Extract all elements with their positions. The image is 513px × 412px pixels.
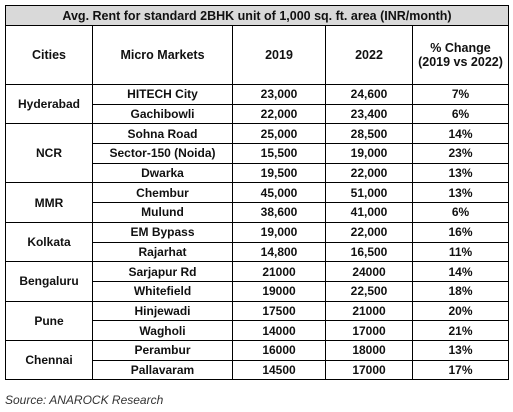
value-cell: 14% <box>411 261 510 282</box>
column-header: 2022 <box>325 25 413 85</box>
value-cell: 19000 <box>232 280 326 302</box>
market-cell: Gachibowli <box>92 103 233 125</box>
table-title: Avg. Rent for standard 2BHK unit of 1,00… <box>4 5 510 26</box>
value-cell: 22,500 <box>325 280 413 302</box>
data-row: Pune Hinjewadi 17500 21000 20% <box>5 300 510 341</box>
market-cell: Chembur <box>92 182 233 204</box>
value-cell: 13% <box>411 162 510 184</box>
value-cell: 14500 <box>232 359 326 381</box>
column-header: Micro Markets <box>92 25 233 85</box>
value-cell: 38,600 <box>232 202 326 223</box>
market-cell: EM Bypass <box>92 221 233 243</box>
city-cell: Hyderabad <box>5 83 93 125</box>
data-row: Bengaluru Sarjapur Rd 21000 24000 14% <box>5 261 510 302</box>
value-cell: 41,000 <box>325 202 413 223</box>
value-cell: 21% <box>411 320 510 341</box>
value-cell: 17000 <box>325 320 413 341</box>
value-cell: 14,800 <box>232 241 326 263</box>
value-cell: 20% <box>411 300 510 322</box>
market-cell: Mulund <box>92 202 233 223</box>
data-row: Wagholi 14000 17000 21% <box>6 320 510 341</box>
market-cell: Sarjapur Rd <box>92 261 233 282</box>
data-row: Hyderabad HITECH City 23,000 24,600 7% <box>5 83 510 125</box>
value-cell: 25,000 <box>232 123 326 145</box>
city-cell: MMR <box>5 182 93 223</box>
column-header: 2019 <box>232 25 326 85</box>
value-cell: 16% <box>411 221 510 243</box>
value-cell: 18% <box>411 280 510 302</box>
data-row: Dwarka 19,500 22,000 13% <box>6 162 510 184</box>
value-cell: 19,000 <box>325 143 413 164</box>
market-cell: Sector-150 (Noida) <box>92 143 233 164</box>
value-cell: 14000 <box>232 320 326 341</box>
value-cell: 23% <box>411 143 510 164</box>
value-cell: 17000 <box>325 359 413 381</box>
value-cell: 13% <box>411 339 510 361</box>
value-cell: 16,500 <box>325 241 413 263</box>
value-cell: 21000 <box>232 261 326 282</box>
rent-table: Avg. Rent for standard 2BHK unit of 1,00… <box>4 5 510 381</box>
value-cell: 23,400 <box>325 103 413 125</box>
city-cell: Bengaluru <box>5 261 93 302</box>
value-cell: 19,000 <box>232 221 326 243</box>
data-row: MMR Chembur 45,000 51,000 13% <box>5 182 510 223</box>
market-cell: Whitefield <box>92 280 233 302</box>
market-cell: Pallavaram <box>92 359 233 381</box>
data-row: Rajarhat 14,800 16,500 11% <box>6 241 510 263</box>
value-cell: 19,500 <box>232 162 326 184</box>
data-row: NCR Sohna Road 25,000 28,500 14% <box>5 123 510 184</box>
column-header: % Change (2019 vs 2022) <box>411 25 510 85</box>
value-cell: 18000 <box>325 339 413 361</box>
market-cell: Wagholi <box>92 320 233 341</box>
city-cell: Kolkata <box>5 221 93 263</box>
value-cell: 22,000 <box>325 162 413 184</box>
value-cell: 45,000 <box>232 182 326 204</box>
data-row: Chennai Perambur 16000 18000 13% <box>5 339 510 381</box>
value-cell: 22,000 <box>232 103 326 125</box>
value-cell: 14% <box>411 123 510 145</box>
value-cell: 28,500 <box>325 123 413 145</box>
value-cell: 24,600 <box>325 84 413 105</box>
value-cell: 23,000 <box>232 84 326 105</box>
column-header: Cities <box>5 25 93 85</box>
value-cell: 22,000 <box>325 221 413 243</box>
data-row: Mulund 38,600 41,000 6% <box>6 202 510 223</box>
value-cell: 21000 <box>325 300 413 322</box>
value-cell: 16000 <box>232 339 326 361</box>
value-cell: 6% <box>411 202 510 223</box>
value-cell: 6% <box>411 103 510 125</box>
market-cell: HITECH City <box>92 84 233 105</box>
data-row: Kolkata EM Bypass 19,000 22,000 16% <box>5 221 510 263</box>
value-cell: 13% <box>411 182 510 204</box>
market-cell: Dwarka <box>92 162 233 184</box>
city-cell: Chennai <box>5 339 93 381</box>
market-cell: Perambur <box>92 339 233 361</box>
source-note: Source: ANAROCK Research <box>5 393 164 407</box>
city-cell: NCR <box>5 123 93 184</box>
value-cell: 11% <box>411 241 510 263</box>
market-cell: Rajarhat <box>92 241 233 263</box>
value-cell: 7% <box>411 84 510 105</box>
market-cell: Hinjewadi <box>92 300 233 322</box>
data-row: Pallavaram 14500 17000 17% <box>6 359 510 381</box>
value-cell: 24000 <box>325 261 413 282</box>
header-row: Cities Micro Markets 2019 2022% Change (201… <box>5 25 510 85</box>
value-cell: 51,000 <box>325 182 413 204</box>
market-cell: Sohna Road <box>92 123 233 145</box>
table-body: Hyderabad HITECH City 23,000 24,600 7% Gachib… <box>5 83 510 381</box>
data-row: Whitefield 19000 22,500 18% <box>6 280 510 302</box>
value-cell: 17% <box>411 359 510 381</box>
value-cell: 17500 <box>232 300 326 322</box>
city-cell: Pune <box>5 300 93 341</box>
value-cell: 15,500 <box>232 143 326 164</box>
